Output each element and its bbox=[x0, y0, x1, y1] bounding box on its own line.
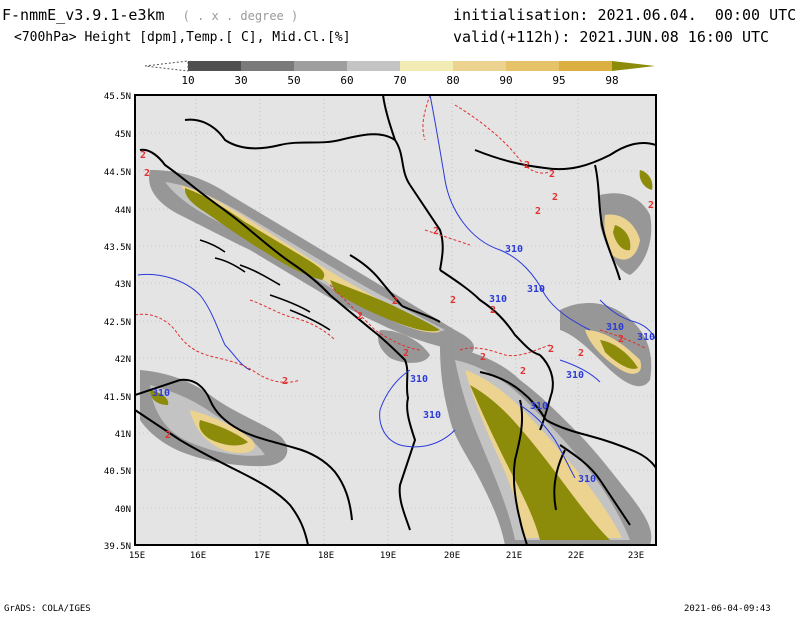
colorbar-segment bbox=[506, 61, 559, 71]
lat-label: 44.5N bbox=[104, 168, 131, 178]
temp-label: 2 bbox=[535, 206, 541, 217]
height-label: 310 bbox=[489, 294, 507, 305]
colorbar-label: 70 bbox=[393, 74, 406, 87]
height-label: 310 bbox=[637, 332, 655, 343]
colorbar-high-arrow bbox=[612, 61, 655, 71]
temp-label: 2 bbox=[549, 169, 555, 180]
initialisation-time: initialisation: 2021.06.04. 00:00 UTC bbox=[453, 6, 797, 24]
lat-label: 43.5N bbox=[104, 243, 131, 253]
temp-label: 2 bbox=[552, 192, 558, 203]
temp-label: 2 bbox=[524, 160, 530, 171]
colorbar-label: 30 bbox=[234, 74, 247, 87]
height-label: 310 bbox=[410, 374, 428, 385]
lat-label: 42.5N bbox=[104, 318, 131, 328]
valid-time: valid(+112h): 2021.JUN.08 16:00 UTC bbox=[453, 28, 770, 46]
lon-label: 18E bbox=[318, 551, 334, 561]
temp-label: 2 bbox=[403, 348, 409, 359]
height-label: 310 bbox=[527, 284, 545, 295]
lat-label: 39.5N bbox=[104, 542, 131, 552]
islands bbox=[199, 239, 331, 331]
lon-label: 19E bbox=[380, 551, 396, 561]
temp-labels: 2 2 2 2 2 2 2 2 2 2 2 2 2 2 2 2 2 2 2 2 bbox=[140, 150, 654, 441]
lat-label: 42N bbox=[115, 355, 131, 365]
height-label: 310 bbox=[423, 410, 441, 421]
colorbar-low-arrow bbox=[144, 60, 189, 72]
temp-label: 2 bbox=[548, 344, 554, 355]
temp-label: 2 bbox=[282, 376, 288, 387]
temp-label: 2 bbox=[140, 150, 146, 161]
height-labels: 310 310 310 310 310 310 310 310 310 310 … bbox=[152, 244, 655, 485]
lon-label: 22E bbox=[568, 551, 584, 561]
colorbar-label: 10 bbox=[181, 74, 194, 87]
lon-label: 20E bbox=[444, 551, 460, 561]
colorbar-label: 80 bbox=[446, 74, 459, 87]
temp-label: 2 bbox=[357, 311, 363, 322]
height-label: 310 bbox=[606, 322, 624, 333]
height-label: 310 bbox=[578, 474, 596, 485]
lon-label: 15E bbox=[129, 551, 145, 561]
temp-label: 2 bbox=[165, 430, 171, 441]
height-label: 310 bbox=[152, 388, 170, 399]
render-timestamp: 2021-06-04-09:43 bbox=[684, 604, 771, 614]
colorbar-label: 60 bbox=[340, 74, 353, 87]
lat-label: 40.5N bbox=[104, 467, 131, 477]
model-suffix: ( . x . degree ) bbox=[182, 9, 299, 23]
lat-label: 41N bbox=[115, 430, 131, 440]
lat-axis: 45.5N 45N 44.5N 44N 43.5N 43N 42.5N 42N … bbox=[104, 92, 131, 552]
height-label: 310 bbox=[505, 244, 523, 255]
lat-label: 45N bbox=[115, 130, 131, 140]
height-label: 310 bbox=[566, 370, 584, 381]
height-contours bbox=[137, 95, 656, 479]
colorbar-segment bbox=[400, 61, 453, 71]
temp-label: 2 bbox=[520, 366, 526, 377]
colorbar-label: 50 bbox=[287, 74, 300, 87]
colorbar-segment bbox=[347, 61, 400, 71]
lat-label: 40N bbox=[115, 505, 131, 515]
lat-label: 41.5N bbox=[104, 393, 131, 403]
temp-label: 2 bbox=[480, 352, 486, 363]
temp-label: 2 bbox=[392, 296, 398, 307]
temp-label: 2 bbox=[450, 295, 456, 306]
colorbar-segment bbox=[241, 61, 294, 71]
temp-contours bbox=[135, 95, 646, 383]
lat-label: 45.5N bbox=[104, 92, 131, 102]
grads-credit: GrADS: COLA/IGES bbox=[4, 604, 91, 614]
temp-label: 2 bbox=[490, 305, 496, 316]
lon-label: 17E bbox=[254, 551, 270, 561]
colorbar-segment bbox=[188, 61, 241, 71]
colorbar-segment bbox=[559, 61, 612, 71]
colorbar-segment bbox=[453, 61, 506, 71]
coastlines-borders bbox=[135, 95, 656, 545]
model-title: F-nmmE_v3.9.1-e3km ( . x . degree ) bbox=[2, 6, 298, 24]
lat-label: 43N bbox=[115, 280, 131, 290]
colorbar-label: 90 bbox=[499, 74, 512, 87]
temp-label: 2 bbox=[578, 348, 584, 359]
lon-axis: 15E 16E 17E 18E 19E 20E 21E 22E 23E bbox=[129, 551, 644, 561]
lat-label: 44N bbox=[115, 206, 131, 216]
colorbar-label: 98 bbox=[605, 74, 618, 87]
temp-label: 2 bbox=[648, 200, 654, 211]
map-panel bbox=[134, 94, 657, 546]
lon-label: 16E bbox=[190, 551, 206, 561]
map-frame bbox=[134, 94, 657, 546]
lon-label: 21E bbox=[506, 551, 522, 561]
height-label: 310 bbox=[530, 401, 548, 412]
temp-label: 2 bbox=[618, 334, 624, 345]
model-name: F-nmmE_v3.9.1-e3km bbox=[2, 6, 165, 24]
colorbar-segment bbox=[294, 61, 347, 71]
temp-label: 2 bbox=[433, 226, 439, 237]
colorbar-label: 95 bbox=[552, 74, 565, 87]
colorbar: 10 30 50 60 70 80 90 95 98 bbox=[144, 60, 655, 87]
temp-label: 2 bbox=[144, 168, 150, 179]
variables-subtitle: <700hPa> Height [dpm],Temp.[ C], Mid.Cl.… bbox=[14, 30, 351, 45]
lon-label: 23E bbox=[628, 551, 644, 561]
